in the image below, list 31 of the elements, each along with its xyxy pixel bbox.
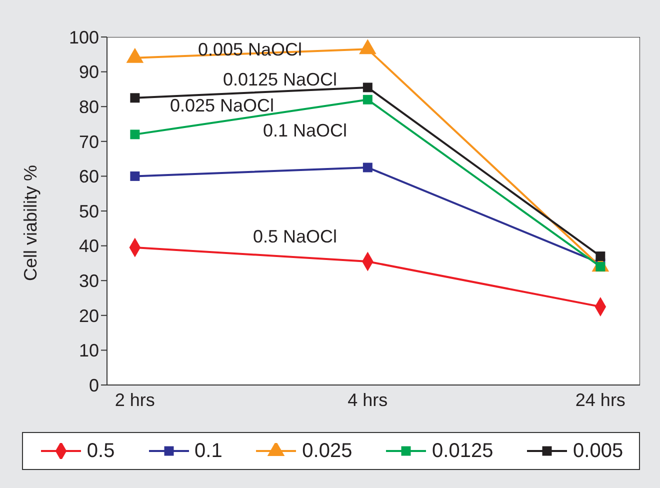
y-tick-label: 70 (78, 132, 99, 152)
legend-label: 0.005 (573, 440, 624, 462)
legend-label: 0.0125 (432, 440, 494, 462)
legend-label: 0.1 (194, 440, 222, 462)
y-tick-label: 60 (78, 166, 99, 187)
annotation: 0.025 NaOCl (170, 96, 274, 116)
annotation: 0.0125 NaOCl (222, 70, 338, 90)
x-tick-label: 24 hrs (575, 390, 626, 410)
y-tick-label: 90 (78, 62, 99, 82)
y-tick-label: 50 (78, 201, 99, 222)
y-tick-label: 100 (68, 27, 99, 48)
legend-label: 0.025 (302, 440, 352, 462)
x-tick-label: 4 hrs (348, 390, 388, 410)
annotation: 0.1 NaOCl (262, 120, 348, 142)
point (362, 94, 372, 104)
y-tick-label: 0 (88, 375, 99, 396)
legend-label: 0.5 (86, 440, 115, 462)
annotation: 0.5 NaOCl (252, 226, 338, 248)
point (130, 130, 140, 140)
x-tick-label: 2 hrs (114, 390, 155, 410)
point (362, 162, 372, 172)
y-tick-label: 40 (78, 236, 99, 256)
point (130, 93, 140, 103)
point (596, 251, 606, 261)
y-tick-label: 10 (78, 340, 99, 361)
y-tick-label: 20 (78, 306, 99, 326)
point (362, 82, 372, 92)
y-tick-label: 30 (78, 270, 99, 291)
point (130, 171, 140, 181)
y-tick-label: 80 (78, 96, 99, 117)
y-axis-title: Cell viability % (20, 164, 40, 281)
